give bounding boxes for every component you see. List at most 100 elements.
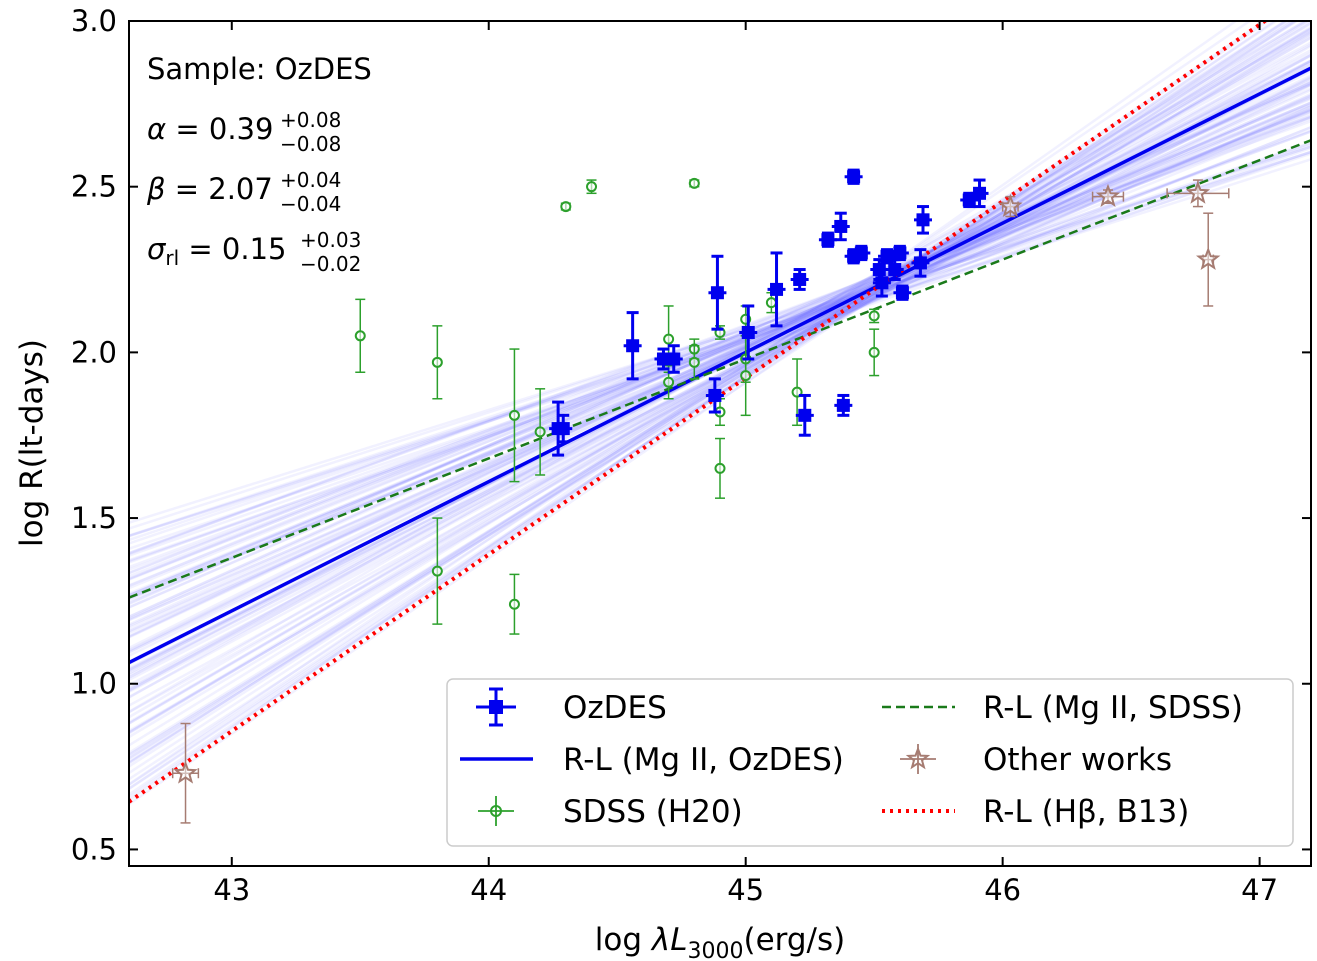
posterior-line <box>129 104 1311 590</box>
ozdes-point <box>623 311 642 381</box>
x-tick-label: 43 <box>213 873 250 907</box>
ozdes-point <box>890 244 909 262</box>
posterior-line <box>129 97 1311 588</box>
y-axis-label: log R(lt-days) <box>14 339 50 547</box>
posterior-line <box>129 96 1311 600</box>
posterior-line <box>129 65 1311 652</box>
posterior-line <box>129 68 1311 681</box>
posterior-line <box>129 107 1311 597</box>
data-points <box>171 168 1230 824</box>
y-tick-label: 3.0 <box>71 4 117 38</box>
posterior-line <box>129 117 1311 600</box>
legend-label-mgii-ozdes: R-L (Mg II, OzDES) <box>563 742 844 778</box>
ozdes-point <box>767 251 786 328</box>
posterior-line <box>129 31 1311 719</box>
posterior-line <box>129 79 1311 618</box>
posterior-line <box>129 21 1252 786</box>
posterior-line <box>129 145 1311 537</box>
sdss-point <box>354 298 366 374</box>
posterior-line <box>129 33 1311 734</box>
svg-text:σrl = 0.15: σrl = 0.15 <box>147 232 287 270</box>
posterior-line <box>129 44 1311 733</box>
sdss-marker <box>663 376 675 388</box>
sdss-point <box>688 344 700 380</box>
ozdes-marker <box>667 352 681 366</box>
posterior-line <box>129 109 1311 575</box>
sdss-marker <box>586 181 598 193</box>
posterior-line <box>129 32 1311 739</box>
sdss-point <box>663 364 675 400</box>
other-works-point <box>1166 179 1230 208</box>
posterior-line <box>129 59 1311 654</box>
ozdes-point <box>844 168 863 185</box>
beta-annotation: β = 2.07 +0.04 −0.04 <box>146 168 341 216</box>
sdss-point <box>688 177 700 189</box>
posterior-line <box>129 27 1311 699</box>
alpha-annotation: α = 0.39 +0.08 −0.08 <box>147 108 341 156</box>
ozdes-point <box>795 393 814 437</box>
legend-marker-other <box>900 744 936 774</box>
ozdes-point <box>834 393 853 417</box>
svg-text:α = 0.39: α = 0.39 <box>147 112 273 146</box>
ozdes-point <box>790 268 809 291</box>
y-tick-label: 0.5 <box>71 832 117 866</box>
sdss-marker <box>688 177 700 189</box>
posterior-line <box>129 83 1311 605</box>
sdss-marker <box>431 356 443 368</box>
sigma-annotation: σrl = 0.15 +0.03 −0.02 <box>147 228 361 276</box>
sdss-point <box>868 328 880 377</box>
posterior-line <box>129 77 1311 638</box>
posterior-line <box>129 142 1311 557</box>
sdss-point <box>431 517 443 625</box>
y-tick-label: 1.5 <box>71 501 117 535</box>
ozdes-marker <box>893 246 907 260</box>
posterior-line <box>129 143 1311 542</box>
other-works-point <box>171 722 200 824</box>
sdss-point <box>740 335 752 417</box>
sample-annotation: Sample: OzDES <box>147 52 372 86</box>
posterior-line <box>129 109 1311 581</box>
svg-text:−0.04: −0.04 <box>280 192 341 216</box>
sdss-marker <box>431 565 443 577</box>
svg-text:+0.03: +0.03 <box>300 228 361 252</box>
posterior-line <box>129 80 1311 639</box>
ozdes-point <box>913 205 932 235</box>
posterior-line <box>129 51 1311 673</box>
sdss-point <box>508 573 520 635</box>
posterior-line <box>129 84 1311 670</box>
ozdes-marker <box>875 276 889 290</box>
ozdes-marker <box>888 263 902 277</box>
posterior-line <box>129 75 1311 677</box>
legend-label-ozdes: OzDES <box>563 690 667 726</box>
ozdes-marker <box>834 219 848 233</box>
axis-ticks: 43 44 45 46 47 0.5 1.0 1.5 2.0 2.5 3.0 <box>71 4 1311 907</box>
sdss-point <box>534 388 546 476</box>
legend-label-hbeta: R-L (Hβ, B13) <box>983 794 1189 830</box>
legend-label-mgii-sdss: R-L (Mg II, SDSS) <box>983 690 1243 726</box>
posterior-line <box>129 53 1311 714</box>
sdss-point <box>586 179 598 195</box>
sdss-marker <box>354 330 366 342</box>
sdss-marker <box>663 333 675 345</box>
ozdes-marker <box>973 186 987 200</box>
sdss-point <box>508 348 520 483</box>
legend-label-other: Other works <box>983 742 1172 778</box>
ozdes-point <box>970 178 989 209</box>
posterior-line <box>129 21 1288 765</box>
fit-lines <box>129 21 1311 804</box>
sdss-point <box>714 437 726 499</box>
ozdes-point <box>739 304 758 361</box>
x-tick-label: 45 <box>727 873 764 907</box>
sdss-marker <box>868 346 880 358</box>
posterior-line <box>129 87 1311 626</box>
posterior-line <box>129 22 1311 754</box>
y-tick-label: 2.0 <box>71 335 117 369</box>
posterior-line <box>129 61 1311 650</box>
svg-text:−0.02: −0.02 <box>300 252 361 276</box>
posterior-line <box>129 103 1311 581</box>
other-works-point <box>998 193 1023 218</box>
svg-text:−0.08: −0.08 <box>280 132 341 156</box>
x-tick-label: 44 <box>470 873 507 907</box>
sdss-marker <box>508 409 520 421</box>
